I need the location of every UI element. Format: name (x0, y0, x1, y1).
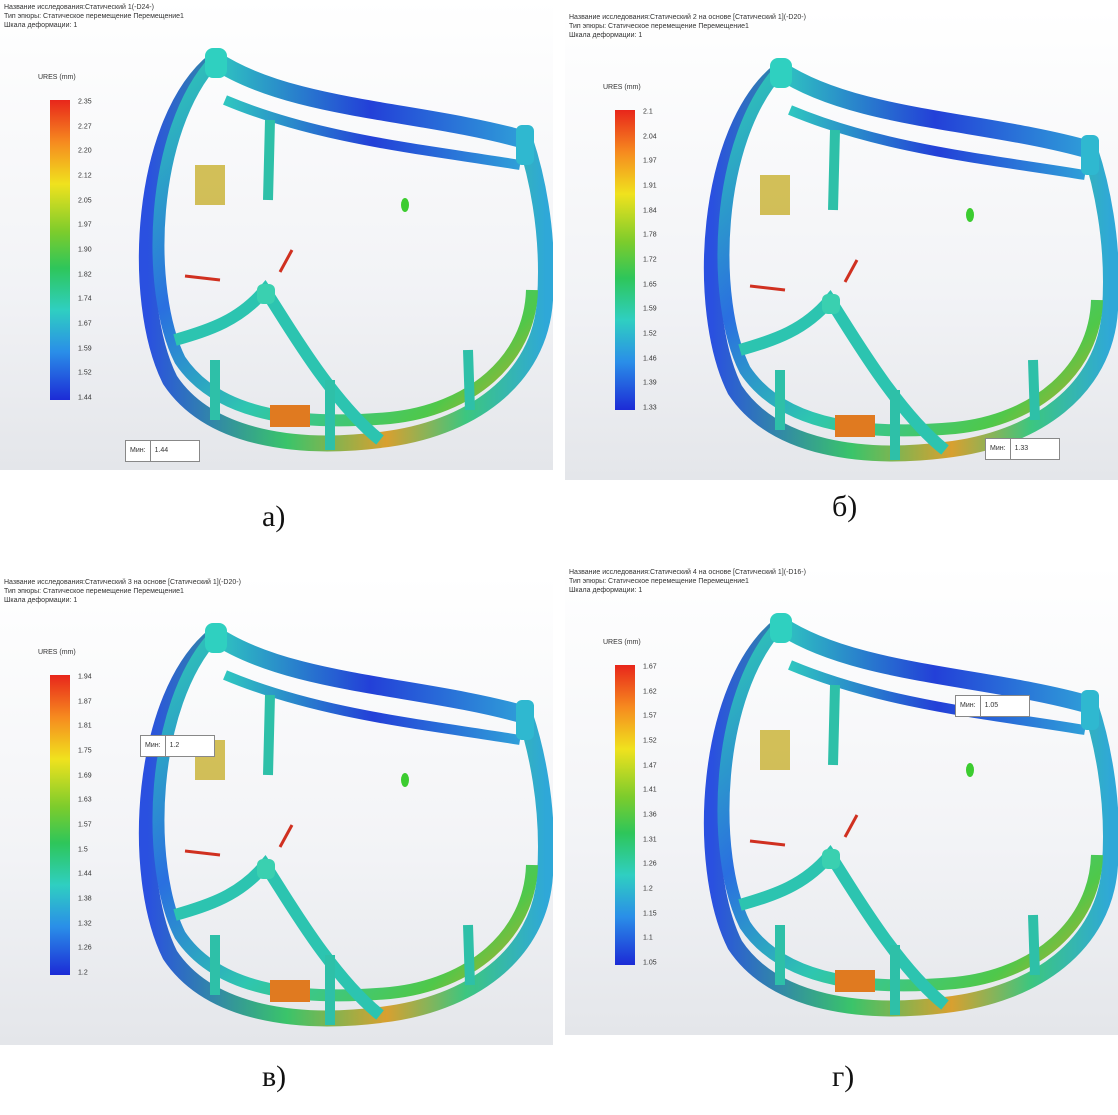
min-box: Мин:1.2 (140, 735, 215, 757)
legend-label: 1.2 (78, 970, 88, 977)
legend-label: 1.33 (643, 405, 657, 412)
study-header: Название исследования:Статический 4 на о… (569, 568, 806, 595)
study-header: Название исследования:Статический 3 на о… (4, 578, 241, 605)
study-header: Название исследования:Статический 1(-D24… (4, 3, 184, 30)
legend-title: URES (mm) (38, 74, 76, 81)
legend-label: 1.44 (78, 395, 92, 402)
legend-title: URES (mm) (38, 649, 76, 656)
caption: а) (262, 500, 285, 534)
legend-label: 2.04 (643, 133, 657, 140)
legend-label: 1.38 (78, 896, 92, 903)
legend-label: 1.44 (78, 871, 92, 878)
result-panel: Название исследования:Статический 1(-D24… (0, 0, 553, 470)
legend-label: 1.94 (78, 674, 92, 681)
legend-label: 1.97 (643, 158, 657, 165)
min-value: 1.05 (980, 696, 1029, 716)
legend-label: 1.75 (78, 748, 92, 755)
legend-label: 1.15 (643, 910, 657, 917)
header-line: Название исследования:Статический 2 на о… (569, 13, 806, 22)
legend-bar (615, 110, 635, 410)
legend-label: 1.84 (643, 207, 657, 214)
legend-label: 1.69 (78, 772, 92, 779)
result-panel: Название исследования:Статический 4 на о… (565, 565, 1118, 1035)
legend-label: 1.41 (643, 787, 657, 794)
header-line: Название исследования:Статический 1(-D24… (4, 3, 184, 12)
legend-label: 1.91 (643, 183, 657, 190)
legend-bar (615, 665, 635, 965)
legend-label: 2.05 (78, 197, 92, 204)
header-line: Название исследования:Статический 4 на о… (569, 568, 806, 577)
legend-label: 1.65 (643, 281, 657, 288)
legend-label: 1.78 (643, 232, 657, 239)
legend-bar (50, 675, 70, 975)
legend-label: 1.87 (78, 698, 92, 705)
legend-label: 1.52 (78, 370, 92, 377)
legend-label: 1.46 (643, 355, 657, 362)
page: (() => { const data = JSON.parse(documen… (0, 0, 1118, 1115)
min-value: 1.33 (1010, 439, 1059, 459)
min-label: Мин: (141, 736, 165, 756)
caption: в) (262, 1060, 286, 1094)
header-line: Тип эпюры: Статическое перемещение Перем… (569, 22, 806, 31)
legend-label: 1.05 (643, 960, 657, 967)
legend-label: 2.12 (78, 173, 92, 180)
header-line: Шкала деформации: 1 (569, 586, 806, 595)
legend-label: 1.97 (78, 222, 92, 229)
caption: б) (832, 490, 857, 524)
legend-label: 2.1 (643, 109, 653, 116)
header-line: Тип эпюры: Статическое перемещение Перем… (4, 12, 184, 21)
legend-label: 1.31 (643, 836, 657, 843)
min-label: Мин: (986, 439, 1010, 459)
legend-label: 1.67 (643, 664, 657, 671)
header-line: Название исследования:Статический 3 на о… (4, 578, 241, 587)
study-header: Название исследования:Статический 2 на о… (569, 13, 806, 40)
legend-label: 1.36 (643, 812, 657, 819)
min-label: Мин: (956, 696, 980, 716)
legend-label: 1.63 (78, 797, 92, 804)
min-box: Мин:1.05 (955, 695, 1030, 717)
legend-label: 1.57 (78, 822, 92, 829)
legend-label: 1.67 (78, 321, 92, 328)
legend-label: 1.59 (643, 306, 657, 313)
header-line: Шкала деформации: 1 (4, 21, 184, 30)
header-line: Тип эпюры: Статическое перемещение Перем… (569, 577, 806, 586)
legend-label: 2.35 (78, 99, 92, 106)
legend-label: 1.1 (643, 935, 653, 942)
legend-label: 1.74 (78, 296, 92, 303)
legend-label: 1.5 (78, 846, 88, 853)
header-line: Шкала деформации: 1 (4, 596, 241, 605)
legend-label: 1.57 (643, 713, 657, 720)
legend-label: 1.81 (78, 723, 92, 730)
min-value: 1.44 (150, 441, 199, 461)
legend-label: 1.72 (643, 257, 657, 264)
header-line: Шкала деформации: 1 (569, 31, 806, 40)
legend-label: 2.20 (78, 148, 92, 155)
legend-label: 1.82 (78, 271, 92, 278)
legend-bar (50, 100, 70, 400)
min-box: Мин:1.33 (985, 438, 1060, 460)
legend-title: URES (mm) (603, 84, 641, 91)
legend-label: 1.52 (643, 738, 657, 745)
min-label: Мин: (126, 441, 150, 461)
min-value: 1.2 (165, 736, 214, 756)
result-panel: Название исследования:Статический 2 на о… (565, 10, 1118, 480)
caption: г) (832, 1060, 854, 1094)
legend-label: 2.27 (78, 123, 92, 130)
legend-label: 1.39 (643, 380, 657, 387)
legend-title: URES (mm) (603, 639, 641, 646)
legend-label: 1.47 (643, 762, 657, 769)
legend-label: 1.26 (643, 861, 657, 868)
legend-label: 1.26 (78, 945, 92, 952)
min-box: Мин:1.44 (125, 440, 200, 462)
legend-label: 1.59 (78, 345, 92, 352)
legend-label: 1.2 (643, 886, 653, 893)
legend-label: 1.62 (643, 688, 657, 695)
legend-label: 1.52 (643, 331, 657, 338)
result-panel: Название исследования:Статический 3 на о… (0, 575, 553, 1045)
legend-label: 1.32 (78, 920, 92, 927)
legend-label: 1.90 (78, 247, 92, 254)
header-line: Тип эпюры: Статическое перемещение Перем… (4, 587, 241, 596)
